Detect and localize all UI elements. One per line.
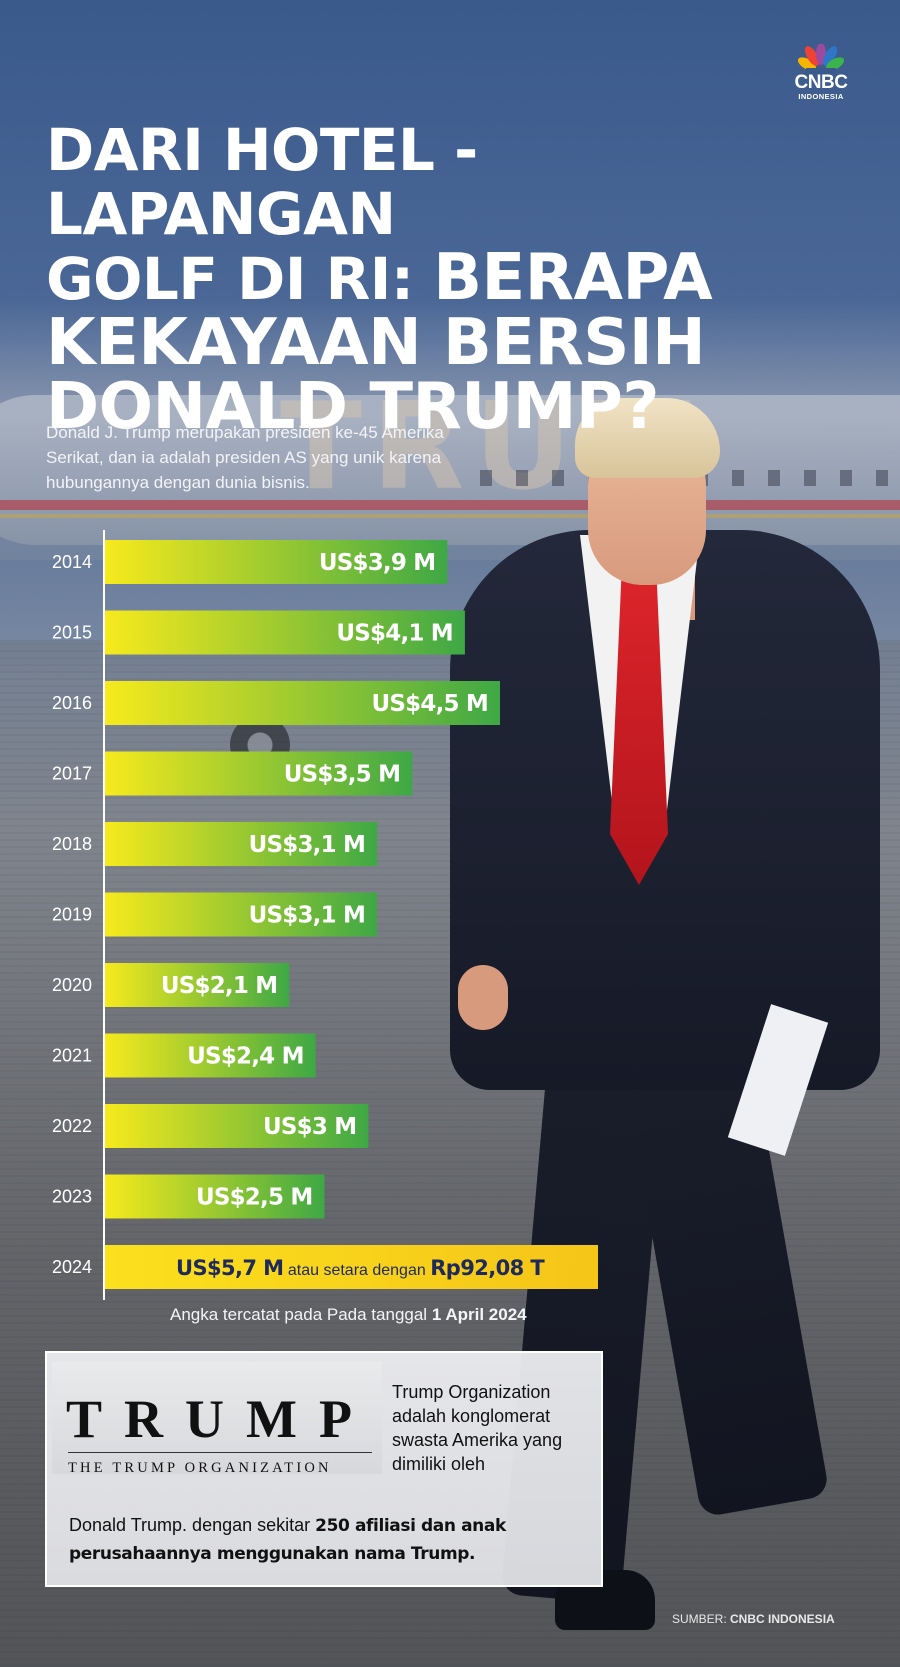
- org-box-frame: [45, 1351, 603, 1587]
- cnbc-logo: CNBC INDONESIA: [789, 44, 853, 101]
- highlight-value: US$5,7 M: [176, 1256, 284, 1280]
- trump-photo: [430, 380, 900, 1667]
- org-description-bottom: Donald Trump. dengan sekitar 250 afilias…: [69, 1512, 589, 1568]
- value-label-2017: US$3,5 M: [284, 762, 400, 788]
- year-label-2021: 2021: [52, 1046, 92, 1066]
- title-line-1: DARI HOTEL - LAPANGAN: [46, 116, 478, 248]
- logo-wordmark: CNBC: [794, 72, 848, 93]
- bar-2019: [105, 892, 378, 937]
- value-label-2019: US$3,1 M: [249, 903, 365, 929]
- year-label-2020: 2020: [52, 975, 92, 995]
- peacock-icon: [798, 44, 844, 74]
- source-label: SUMBER:: [672, 1612, 731, 1626]
- bar-2023: [105, 1174, 325, 1219]
- year-label-2024: 2024: [52, 1257, 92, 1277]
- chart-note: Angka tercatat pada Pada tanggal 1 April…: [170, 1305, 527, 1325]
- highlight-bar-label: US$5,7 M atau setara dengan Rp92,08 T: [176, 1256, 545, 1280]
- photo-hand: [458, 965, 508, 1030]
- photo-hair: [575, 398, 720, 478]
- value-label-2016: US$4,5 M: [372, 691, 488, 717]
- title-line-2a: GOLF DI RI:: [46, 245, 434, 313]
- bar-2014: [105, 540, 448, 584]
- bar-2018: [105, 822, 378, 866]
- year-label-2015: 2015: [52, 623, 92, 643]
- chart-axis-line: [103, 530, 105, 1300]
- value-label-2023: US$2,5 M: [196, 1185, 312, 1211]
- bar-2021: [105, 1033, 316, 1078]
- year-label-2017: 2017: [52, 764, 92, 784]
- year-label-2019: 2019: [52, 905, 92, 925]
- org-logo-subtitle: THE TRUMP ORGANIZATION: [68, 1460, 332, 1476]
- value-label-2018: US$3,1 M: [249, 832, 365, 858]
- org-description-bold: 250 afiliasi dan anak perusahaannya meng…: [69, 1516, 506, 1564]
- note-prefix: Angka tercatat pada Pada tanggal: [170, 1305, 432, 1324]
- year-label-2016: 2016: [52, 693, 92, 713]
- value-label-2020: US$2,1 M: [161, 973, 277, 999]
- source-credit: SUMBER: CNBC INDONESIA: [672, 1612, 835, 1626]
- title-line-2: GOLF DI RI: BERAPA: [46, 246, 846, 311]
- year-label-2023: 2023: [52, 1187, 92, 1207]
- intro-text: Donald J. Trump merupakan presiden ke-45…: [46, 423, 444, 492]
- highlight-rupiah: Rp92,08 T: [430, 1256, 545, 1280]
- logo-subtitle: INDONESIA: [798, 92, 844, 101]
- airplane-stripe-red: [0, 500, 900, 510]
- org-description-side: Trump Organization adalah konglomerat sw…: [392, 1382, 563, 1474]
- bar-2017: [105, 751, 413, 796]
- year-label-2022: 2022: [52, 1116, 92, 1136]
- title-line-3: KEKAYAAN BERSIH: [46, 306, 706, 380]
- value-label-2014: US$3,9 M: [319, 550, 435, 576]
- title-line-4: DONALD TRUMP?: [46, 370, 659, 444]
- title-line-2b: BERAPA: [433, 241, 713, 315]
- airplane-stripe-gold: [0, 514, 900, 518]
- note-date: 1 April 2024: [431, 1305, 527, 1324]
- org-logo-word: TRUMP: [66, 1389, 374, 1449]
- year-label-2014: 2014: [52, 552, 92, 572]
- org-logo-panel: [52, 1362, 382, 1474]
- page-title: DARI HOTEL - LAPANGAN GOLF DI RI: BERAPA…: [46, 118, 846, 439]
- highlight-connector: atau setara dengan: [287, 1262, 426, 1279]
- bar-2022: [105, 1104, 369, 1148]
- bar-2015: [105, 610, 465, 655]
- bar-2020: [105, 963, 290, 1007]
- source-value: CNBC INDONESIA: [730, 1612, 835, 1626]
- value-label-2021: US$2,4 M: [187, 1044, 303, 1070]
- org-logo-rule: [68, 1452, 372, 1453]
- bar-2016: [105, 681, 500, 725]
- value-label-2022: US$3 M: [263, 1114, 356, 1140]
- year-label-2018: 2018: [52, 834, 92, 854]
- value-label-2015: US$4,1 M: [336, 621, 452, 647]
- bar-2024: [105, 1245, 598, 1289]
- org-description-plain: Donald Trump. dengan sekitar: [69, 1515, 316, 1535]
